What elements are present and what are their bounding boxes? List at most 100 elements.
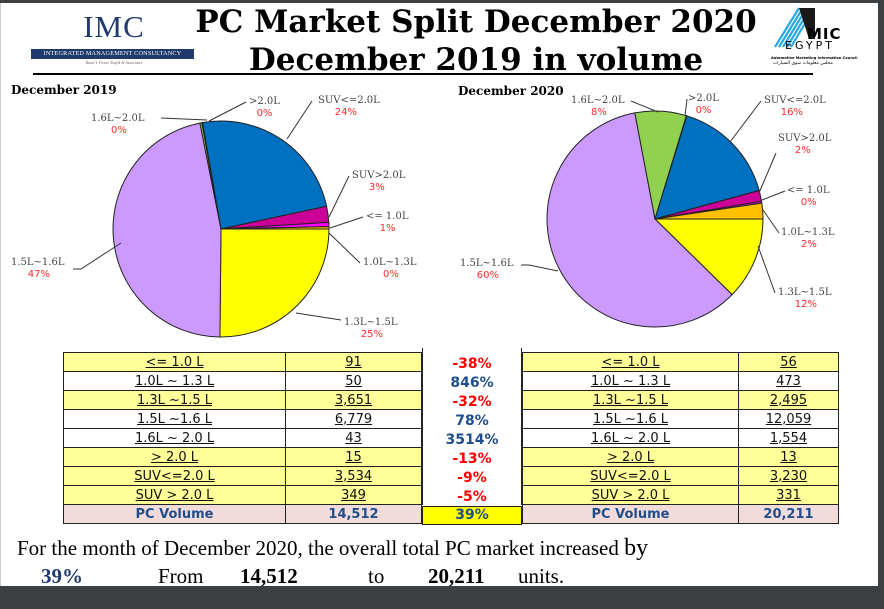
row-label: > 2.0 L <box>522 447 739 467</box>
slice-label-suvgt-2-0l: SUV>2.0L <box>352 170 406 181</box>
change-value: -13% <box>452 451 492 467</box>
slice-label-1-6l-2-0l: 1.6L~2.0L <box>571 95 625 106</box>
summary-from-label: From <box>158 564 204 588</box>
row-label: 1.5L ~1.6 L <box>63 409 286 429</box>
row-label: 1.5L ~1.6 L <box>522 409 739 429</box>
pie-slice-suvle-2-0l <box>201 120 328 230</box>
slice-percent-suvle-2-0l: 24% <box>335 107 357 118</box>
row-value: 43 <box>285 428 422 448</box>
amic-logo: MIC EGYPT Automotive Marketing Informati… <box>761 5 876 69</box>
leader-line-suvgt-2-0l <box>328 175 350 218</box>
row-label: <= 1.0 L <box>63 352 286 372</box>
leader-line-1-0l-1-3l <box>328 232 361 264</box>
imc-logo-tagline: Rami Y. Fawzi Tawfik & Associates <box>85 60 143 65</box>
table-row: SUV > 2.0 L 331 <box>522 485 839 505</box>
change-value: 78% <box>455 413 489 429</box>
leader-line-1-3l-1-5l <box>295 312 342 321</box>
slice-label-suvgt-2-0l: SUV>2.0L <box>778 133 832 144</box>
row-value: 15 <box>285 447 422 467</box>
pie-slice-1-0l-1-3l <box>654 202 764 220</box>
pie-slice-1-3l-1-5l <box>219 228 330 338</box>
leader-line-1-6l-2-0l <box>630 100 659 113</box>
row-value: 473 <box>738 371 839 391</box>
leader-line-suvle-2-0l <box>286 100 313 140</box>
imc-logo-subtitle: Integrated Management Consultancy <box>31 49 194 59</box>
row-label: > 2.0 L <box>63 447 286 467</box>
row-value: 6,779 <box>285 409 422 429</box>
table-row: SUV<=2.0 L 3,230 <box>522 466 839 486</box>
summary-line-1: For the month of December 2020, the over… <box>17 536 619 560</box>
slice-percent-1-6l-2-0l: 8% <box>591 107 607 118</box>
summary-to-value: 20,211 <box>428 564 485 588</box>
slice-label-suvle-2-0l: SUV<=2.0L <box>764 95 826 106</box>
row-label: SUV > 2.0 L <box>63 485 286 505</box>
row-value: 1,554 <box>738 428 839 448</box>
pie-slice-1-0l-1-3l <box>220 226 330 230</box>
leader-line-gt-2-0l <box>684 98 688 117</box>
table-2019: <= 1.0 L 91 1.0L ~ 1.3 L 50 1.3L ~1.5 L 3,651… <box>63 352 422 524</box>
summary-text: For the month of December 2020, the over… <box>17 534 649 588</box>
slice-percent-1-5l-1-6l: 60% <box>477 270 499 281</box>
row-value: 3,651 <box>285 390 422 410</box>
table-row: 1.0L ~ 1.3 L 50 <box>63 371 422 391</box>
change-values: -38% 846% -32% 78% 3514% -13% -9% -5% <box>422 355 522 507</box>
total-label: PC Volume <box>63 504 286 524</box>
slice-label-1-5l-1-6l: 1.5L~1.6L <box>460 258 514 269</box>
amic-a-emblem-icon <box>774 7 815 48</box>
table-row: <= 1.0 L 91 <box>63 352 422 372</box>
page-title: PC Market Split December 2020 December 2… <box>191 3 761 79</box>
row-value: 91 <box>285 352 422 372</box>
pie-chart-2019: 1.3L~1.5L25%1.5L~1.6L47%1.6L~2.0L0%>2.0L… <box>11 95 417 340</box>
leader-line-1-3l-1-5l <box>757 245 776 294</box>
slice-percent-1-6l-2-0l: 0% <box>111 125 127 136</box>
table-row: 1.0L ~ 1.3 L 473 <box>522 371 839 391</box>
leader-line-suvgt-2-0l <box>758 152 777 194</box>
slice-label-le-1-0l: <= 1.0L <box>787 185 830 196</box>
table-row: 1.3L ~1.5 L 2,495 <box>522 390 839 410</box>
pie-charts: 1.3L~1.5L25%1.5L~1.6L47%1.6L~2.0L0%>2.0L… <box>11 93 835 340</box>
pie-slice-1-5l-1-6l <box>546 112 733 328</box>
table-row: 1.3L ~1.5 L 3,651 <box>63 390 422 410</box>
amic-logo-name: MIC <box>807 25 842 43</box>
table-row: 1.5L ~1.6 L 12,059 <box>522 409 839 429</box>
total-value: 14,512 <box>285 504 422 524</box>
total-row: PC Volume 14,512 <box>63 504 422 524</box>
summary-percent: 39% <box>41 564 83 588</box>
slice-percent-1-5l-1-6l: 47% <box>28 269 50 280</box>
row-value: 3,230 <box>738 466 839 486</box>
row-label: 1.3L ~1.5 L <box>522 390 739 410</box>
row-label: SUV<=2.0 L <box>522 466 739 486</box>
table-row: > 2.0 L 13 <box>522 447 839 467</box>
row-label: 1.6L ~ 2.0 L <box>63 428 286 448</box>
table-row: 1.6L ~ 2.0 L 1,554 <box>522 428 839 448</box>
title-line-2: December 2019 in volume <box>248 42 704 78</box>
pie-slice-1-3l-1-5l <box>653 218 764 296</box>
pie-title-2020: December 2020 <box>458 84 564 98</box>
row-label: SUV > 2.0 L <box>522 485 739 505</box>
table-row: > 2.0 L 15 <box>63 447 422 467</box>
leader-line-le-1-0l <box>329 216 364 229</box>
leader-line-1-5l-1-6l <box>521 264 559 272</box>
slice-percent-1-3l-1-5l: 25% <box>361 329 383 340</box>
summary-by: by <box>624 535 649 561</box>
change-value: -38% <box>452 356 492 372</box>
title-divider <box>33 73 813 75</box>
table-row: 1.6L ~ 2.0 L 43 <box>63 428 422 448</box>
row-value: 349 <box>285 485 422 505</box>
total-value: 20,211 <box>738 504 839 524</box>
slice-percent-1-0l-1-3l: 0% <box>383 269 399 280</box>
slice-percent-le-1-0l: 1% <box>380 223 396 234</box>
slice-label-le-1-0l: <= 1.0L <box>366 211 409 222</box>
summary-to-label: to <box>368 564 385 588</box>
amic-logo-country: EGYPT <box>785 39 835 52</box>
pie-title-2019: December 2019 <box>11 83 117 97</box>
leader-line-gt-2-0l <box>208 101 247 122</box>
row-value: 3,534 <box>285 466 422 486</box>
slice-label-1-0l-1-3l: 1.0L~1.3L <box>363 257 417 268</box>
table-row: SUV<=2.0 L 3,534 <box>63 466 422 486</box>
slice-label-1-0l-1-3l: 1.0L~1.3L <box>781 227 835 238</box>
slice-label-1-3l-1-5l: 1.3L~1.5L <box>778 287 832 298</box>
slice-label-1-3l-1-5l: 1.3L~1.5L <box>344 317 398 328</box>
change-column <box>422 348 522 505</box>
